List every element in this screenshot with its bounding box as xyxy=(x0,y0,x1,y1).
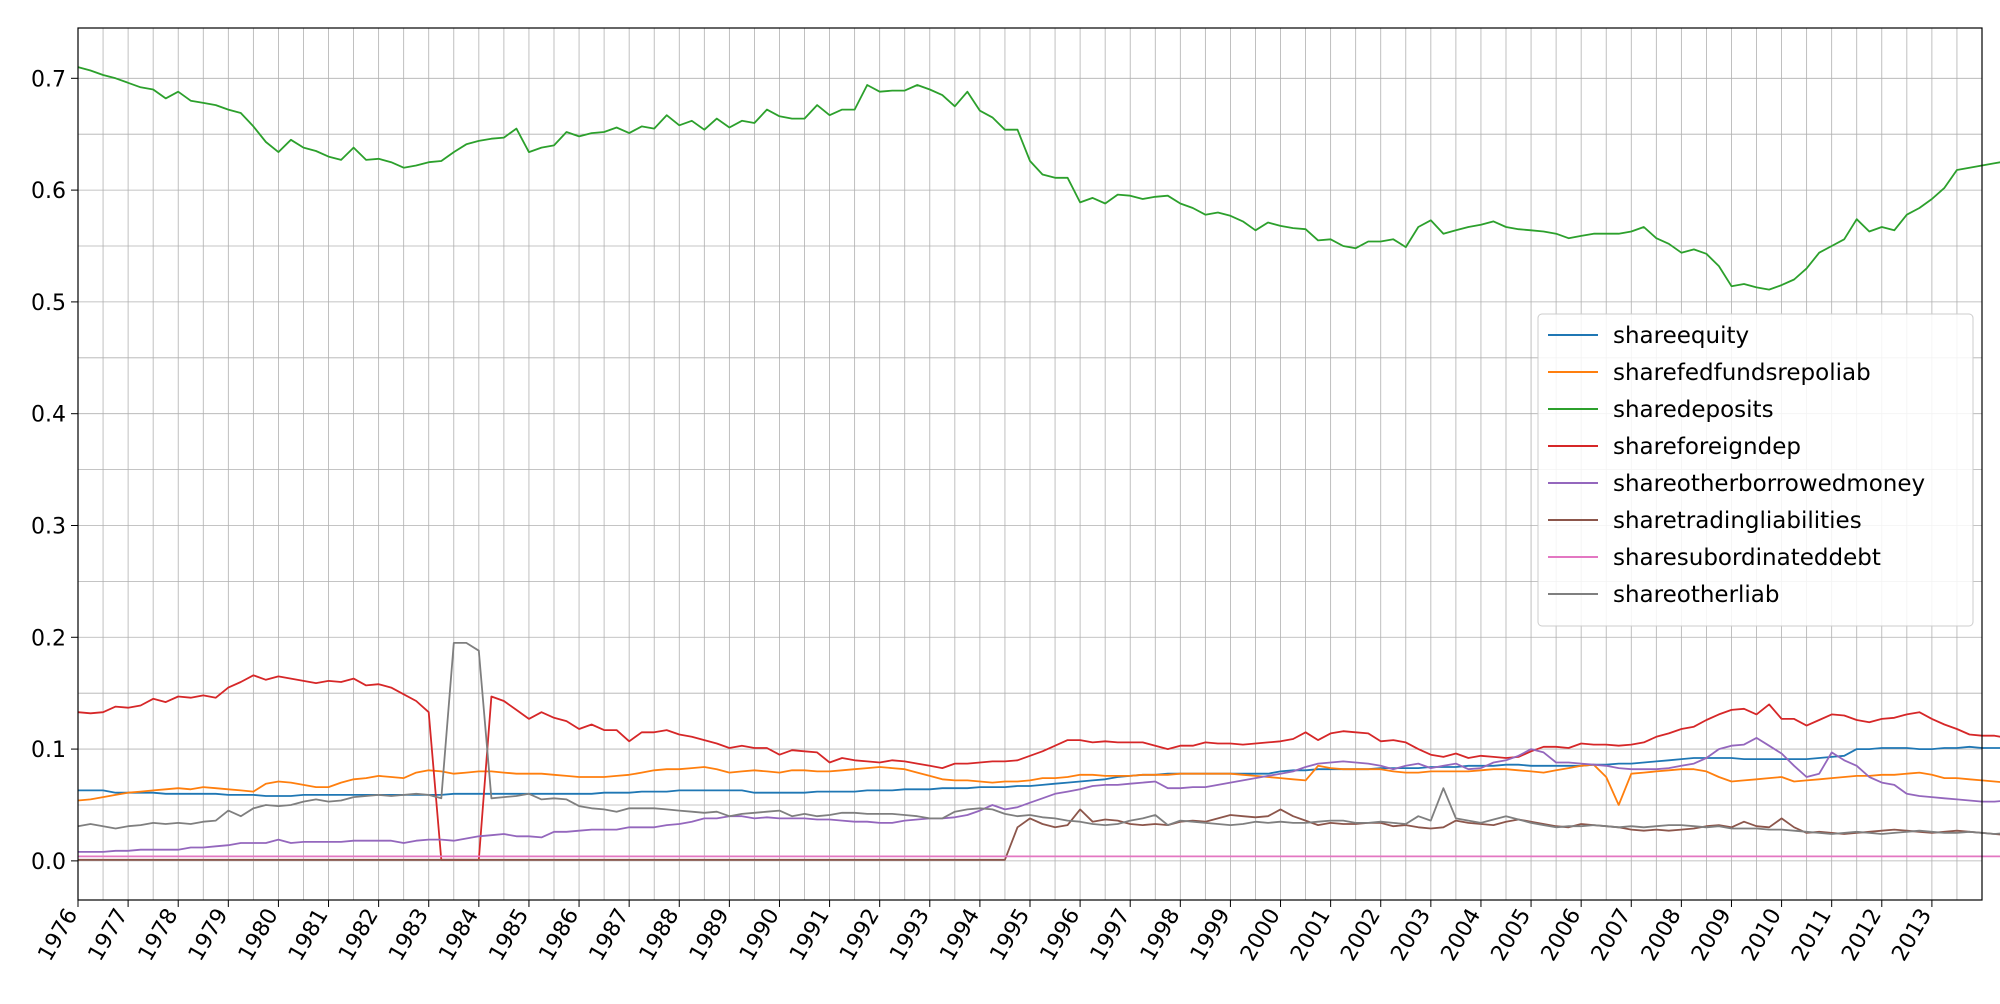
series-line-sharetradingliabilities xyxy=(78,808,2000,861)
x-tick-label: 2005 xyxy=(1487,905,1537,966)
legend: shareequity sharefedfundsrepoliab sharedep… xyxy=(1537,313,1974,627)
legend-label: sharesubordinateddebt xyxy=(1613,545,1881,571)
x-tick-label: 2012 xyxy=(1837,905,1887,966)
x-tick-label: 1985 xyxy=(484,905,534,966)
series-line-shareforeigndep xyxy=(77,674,2000,861)
x-tick-label: 1995 xyxy=(986,905,1036,966)
y-tick-label: 0.4 xyxy=(31,403,66,428)
x-tick-label: 1990 xyxy=(735,905,785,966)
x-tick-label: 1980 xyxy=(234,905,284,966)
x-tick-label: 2008 xyxy=(1637,905,1687,966)
x-tick-label: 1981 xyxy=(284,905,334,966)
legend-label: shareequity xyxy=(1613,323,1749,349)
y-tick-label: 0.5 xyxy=(31,291,66,316)
x-tick-label: 2011 xyxy=(1787,905,1837,966)
legend-box xyxy=(1537,313,1974,627)
legend-label: shareotherborrowedmoney xyxy=(1613,471,1925,497)
legend-label: sharetradingliabilities xyxy=(1613,508,1862,534)
x-tick-label: 1979 xyxy=(184,905,234,966)
x-tick-label: 2010 xyxy=(1737,905,1787,966)
x-tick-label: 1999 xyxy=(1186,905,1236,966)
x-tick-label: 1982 xyxy=(334,905,384,966)
series-lines xyxy=(77,66,2000,861)
legend-label: shareotherliab xyxy=(1613,582,1780,608)
x-tick-label: 1988 xyxy=(635,905,685,966)
x-tick-label: 1998 xyxy=(1136,905,1186,966)
x-tick-label: 1989 xyxy=(685,905,735,966)
y-tick-label: 0.3 xyxy=(31,514,66,539)
legend-label: sharedeposits xyxy=(1613,397,1774,423)
x-tick-label: 1978 xyxy=(134,905,184,966)
x-tick-label: 1984 xyxy=(434,905,484,966)
x-tick-label: 1986 xyxy=(535,905,585,966)
series-line-shareotherliab xyxy=(77,642,2000,835)
legend-label: sharefedfundsrepoliab xyxy=(1613,360,1871,386)
x-tick-label: 1994 xyxy=(935,905,985,966)
x-tick-label: 2009 xyxy=(1687,905,1737,966)
x-tick-label: 1987 xyxy=(585,905,635,966)
series-line-shareotherborrowedmoney xyxy=(78,737,2000,853)
x-tick-label: 1993 xyxy=(885,905,935,966)
x-axis: 1976 1977 1978 1979 1980 1981 1982 1983 1984 1985… xyxy=(34,900,1937,966)
series-line-sharefedfundsrepoliab xyxy=(77,763,2000,806)
x-tick-label: 1976 xyxy=(34,905,84,966)
series-line-shareequity xyxy=(78,745,2000,797)
x-tick-label: 1983 xyxy=(384,905,434,966)
x-tick-label: 1996 xyxy=(1036,905,1086,966)
y-tick-label: 0.7 xyxy=(31,67,66,92)
x-tick-label: 2002 xyxy=(1336,905,1386,966)
series-line-sharedeposits xyxy=(77,66,2000,291)
y-tick-label: 0.0 xyxy=(31,850,66,875)
x-tick-label: 2007 xyxy=(1587,905,1637,966)
y-tick-label: 0.1 xyxy=(31,738,66,763)
x-tick-label: 1991 xyxy=(785,905,835,966)
x-tick-label: 1992 xyxy=(835,905,885,966)
x-tick-label: 2000 xyxy=(1236,905,1286,966)
legend-label: shareforeigndep xyxy=(1613,434,1801,460)
x-tick-label: 2006 xyxy=(1537,905,1587,966)
y-tick-label: 0.6 xyxy=(31,179,66,204)
x-tick-label: 2003 xyxy=(1386,905,1436,966)
y-tick-label: 0.2 xyxy=(31,626,66,651)
x-tick-label: 1997 xyxy=(1086,905,1136,966)
y-axis: 0.0 0.1 0.2 0.3 0.4 0.5 0.6 0.7 xyxy=(31,67,78,875)
x-tick-label: 2001 xyxy=(1286,905,1336,966)
x-tick-label: 2013 xyxy=(1887,905,1937,966)
x-tick-label: 1977 xyxy=(84,905,134,966)
x-tick-label: 2004 xyxy=(1436,905,1486,966)
